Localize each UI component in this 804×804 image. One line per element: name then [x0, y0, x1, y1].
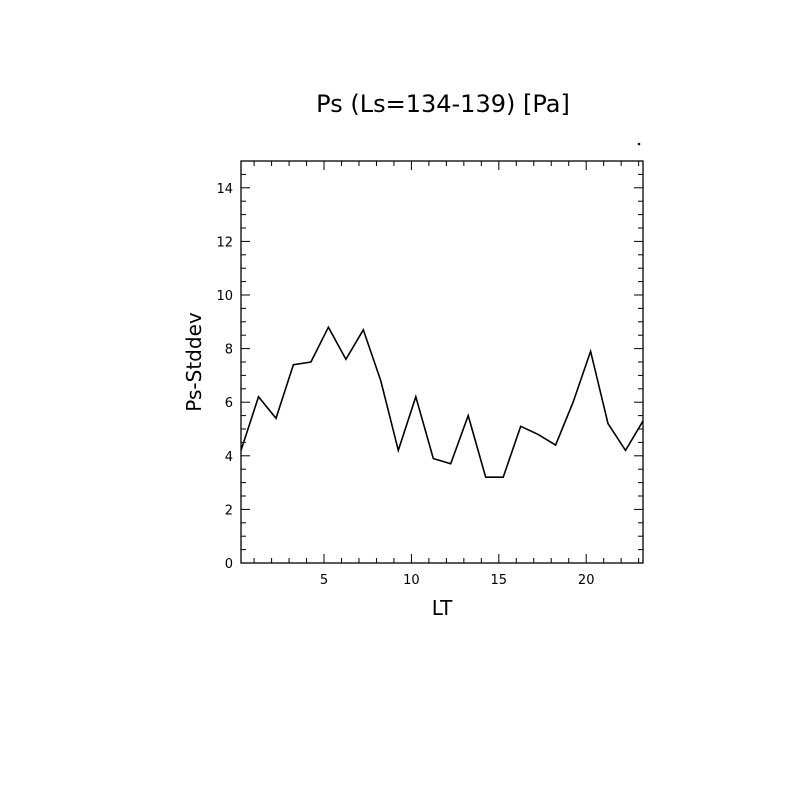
x-tick-label: 5 [320, 573, 328, 588]
y-tick-label: 4 [225, 450, 233, 465]
x-tick-label: 15 [491, 573, 508, 588]
axis-ticks [241, 160, 643, 564]
x-tick-label: 10 [403, 573, 420, 588]
series-line [240, 325, 644, 479]
y-tick-label: 14 [216, 182, 233, 197]
y-tick-label: 12 [216, 235, 233, 250]
y-axis-label: Ps-Stddev [182, 312, 206, 412]
y-tick-label: 8 [225, 343, 233, 358]
series-group [240, 325, 644, 479]
chart-title: Ps (Ls=134-139) [Pa] [316, 90, 570, 118]
tick-labels: 5 10 15 20 0 2 4 6 8 10 12 14 [216, 182, 594, 588]
y-tick-label: 6 [225, 396, 233, 411]
corner-dot [637, 142, 641, 146]
x-axis-label: LT [432, 596, 453, 620]
y-tick-label: 0 [225, 557, 233, 572]
x-tick-label: 20 [578, 573, 595, 588]
plot-frame [240, 160, 644, 564]
y-tick-label: 10 [216, 289, 233, 304]
y-tick-label: 2 [225, 503, 233, 518]
